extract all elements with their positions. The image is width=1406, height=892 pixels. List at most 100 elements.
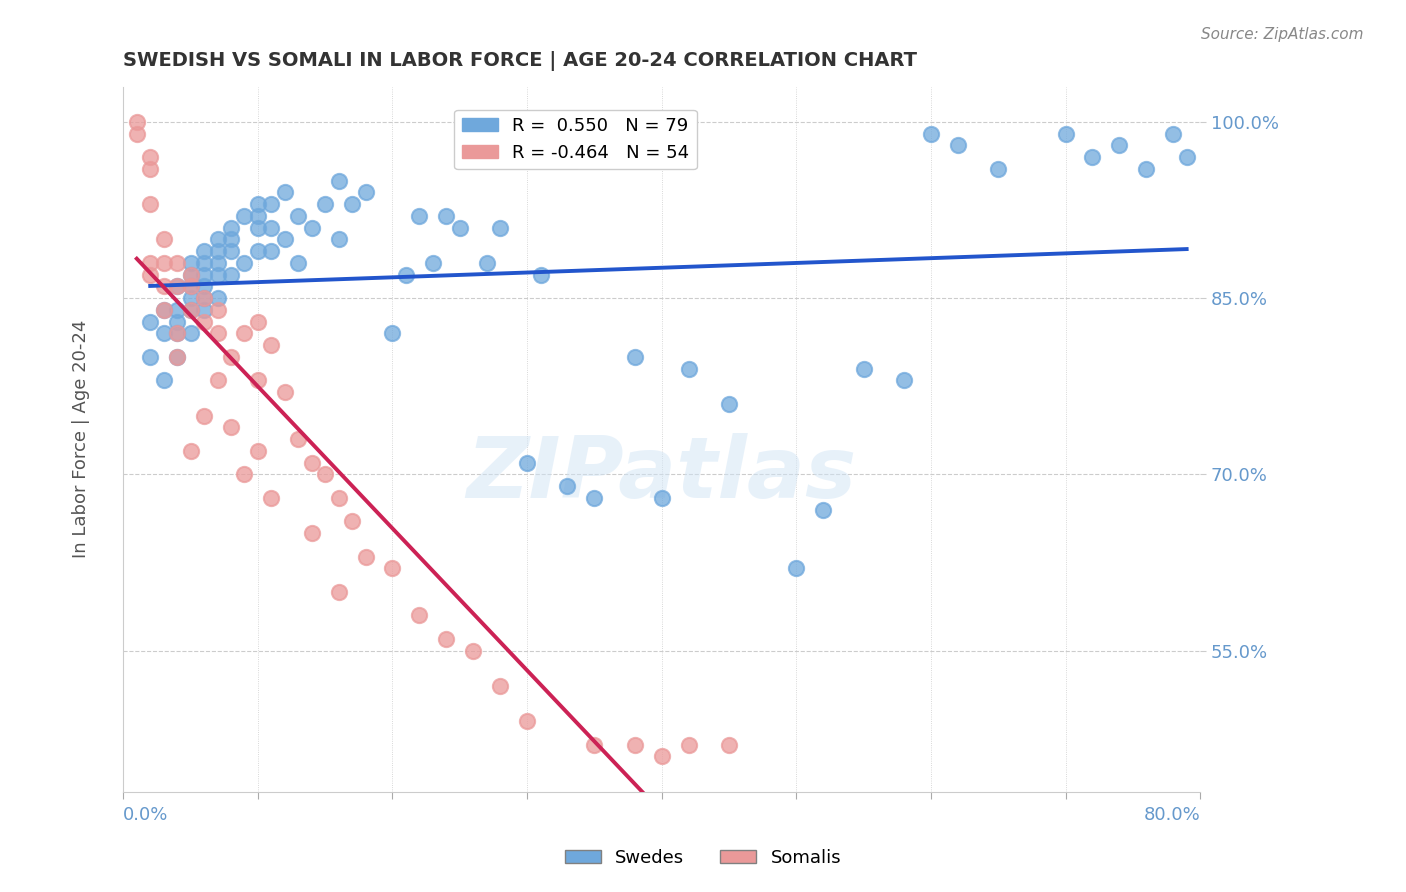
Point [434, 209, 457, 223]
Point [678, 361, 700, 376]
Point [893, 373, 915, 387]
Point [260, 197, 283, 211]
Point [651, 491, 673, 505]
Legend: R =  0.550   N = 79, R = -0.464   N = 54: R = 0.550 N = 79, R = -0.464 N = 54 [454, 110, 696, 169]
Point [434, 632, 457, 646]
Point [717, 397, 740, 411]
Point [233, 467, 256, 482]
Point [166, 326, 188, 341]
Point [139, 350, 162, 364]
Point [152, 373, 174, 387]
Point [1135, 161, 1157, 176]
Point [219, 220, 242, 235]
Point [557, 479, 579, 493]
Text: ZIPatlas: ZIPatlas [467, 433, 856, 516]
Point [139, 197, 162, 211]
Point [152, 302, 174, 317]
Point [328, 585, 350, 599]
Point [166, 315, 188, 329]
Point [260, 220, 283, 235]
Point [166, 256, 188, 270]
Point [233, 209, 256, 223]
Point [193, 268, 215, 282]
Point [246, 244, 269, 258]
Point [529, 268, 551, 282]
Point [274, 385, 297, 400]
Point [152, 256, 174, 270]
Point [489, 220, 512, 235]
Point [139, 161, 162, 176]
Point [233, 326, 256, 341]
Point [395, 268, 418, 282]
Point [340, 197, 363, 211]
Point [381, 326, 404, 341]
Legend: Swedes, Somalis: Swedes, Somalis [557, 842, 849, 874]
Point [314, 467, 336, 482]
Point [987, 161, 1010, 176]
Point [166, 279, 188, 293]
Point [180, 256, 202, 270]
Point [475, 256, 498, 270]
Point [207, 232, 229, 246]
Point [207, 268, 229, 282]
Point [717, 738, 740, 752]
Point [623, 350, 645, 364]
Point [1175, 150, 1198, 164]
Point [166, 350, 188, 364]
Point [233, 256, 256, 270]
Point [166, 302, 188, 317]
Point [139, 315, 162, 329]
Point [180, 302, 202, 317]
Point [274, 232, 297, 246]
Point [180, 443, 202, 458]
Point [207, 244, 229, 258]
Point [1161, 127, 1184, 141]
Point [180, 279, 202, 293]
Text: 0.0%: 0.0% [124, 805, 169, 824]
Point [408, 608, 430, 623]
Point [219, 420, 242, 434]
Point [583, 491, 606, 505]
Point [408, 209, 430, 223]
Point [678, 738, 700, 752]
Point [813, 502, 835, 516]
Point [207, 373, 229, 387]
Point [219, 232, 242, 246]
Text: SWEDISH VS SOMALI IN LABOR FORCE | AGE 20-24 CORRELATION CHART: SWEDISH VS SOMALI IN LABOR FORCE | AGE 2… [124, 51, 917, 70]
Point [180, 302, 202, 317]
Point [246, 197, 269, 211]
Point [651, 749, 673, 764]
Point [125, 127, 148, 141]
Point [152, 279, 174, 293]
Point [180, 326, 202, 341]
Point [166, 279, 188, 293]
Point [219, 268, 242, 282]
Point [301, 220, 323, 235]
Point [314, 197, 336, 211]
Point [246, 443, 269, 458]
Point [180, 268, 202, 282]
Point [152, 302, 174, 317]
Point [166, 326, 188, 341]
Point [328, 491, 350, 505]
Point [207, 326, 229, 341]
Point [139, 268, 162, 282]
Point [180, 279, 202, 293]
Point [207, 256, 229, 270]
Point [340, 515, 363, 529]
Text: 80.0%: 80.0% [1143, 805, 1201, 824]
Point [422, 256, 444, 270]
Text: In Labor Force | Age 20-24: In Labor Force | Age 20-24 [72, 320, 90, 558]
Point [207, 291, 229, 305]
Point [449, 220, 471, 235]
Point [852, 361, 875, 376]
Point [287, 256, 309, 270]
Point [489, 679, 512, 693]
Point [274, 186, 297, 200]
Point [260, 338, 283, 352]
Point [193, 244, 215, 258]
Point [1054, 127, 1077, 141]
Point [623, 738, 645, 752]
Point [287, 432, 309, 446]
Point [180, 268, 202, 282]
